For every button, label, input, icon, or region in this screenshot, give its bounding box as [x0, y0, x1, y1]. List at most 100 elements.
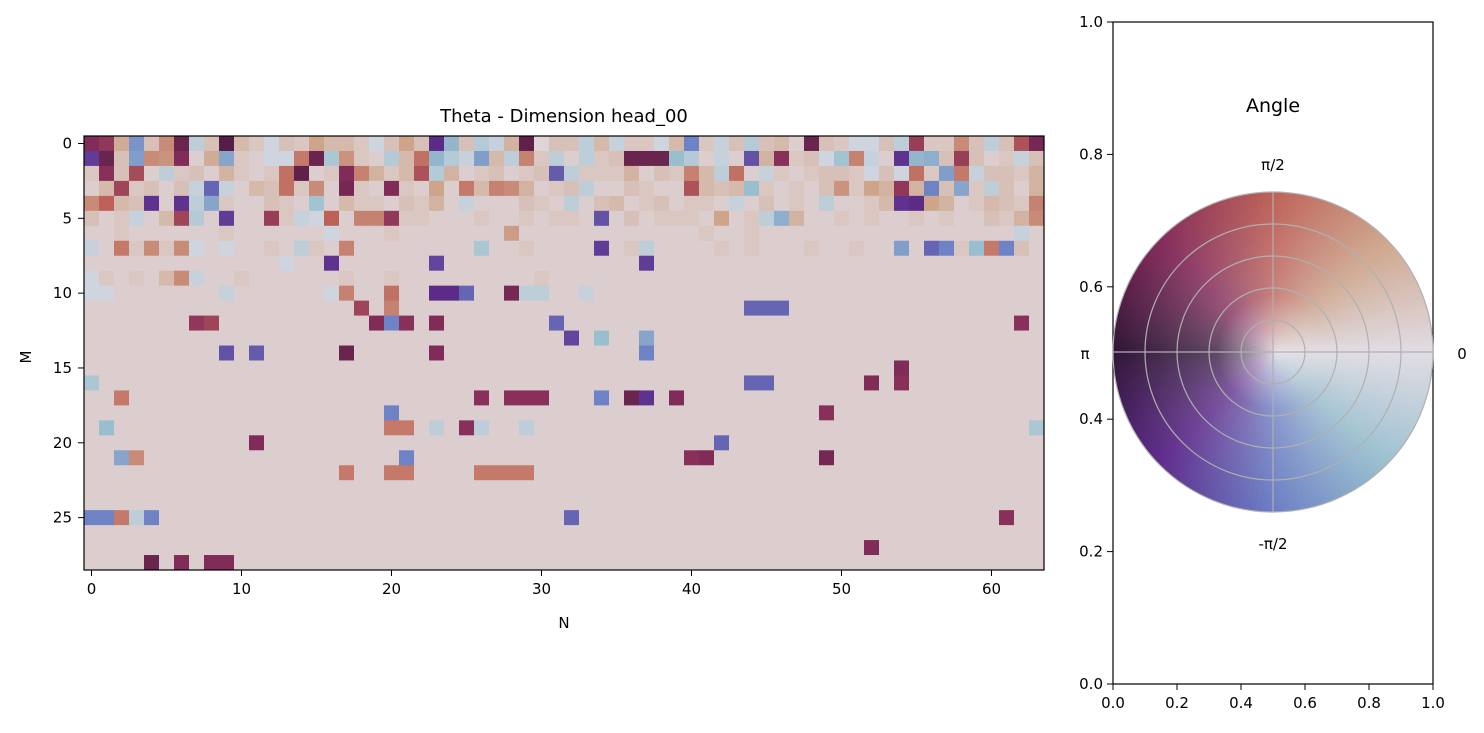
heatmap-cell	[444, 150, 460, 167]
heatmap-cell	[144, 555, 160, 571]
heatmap-cell	[924, 420, 940, 436]
heatmap-cell	[594, 495, 610, 511]
heatmap-cell	[819, 255, 835, 272]
heatmap-cell	[474, 540, 490, 556]
heatmap-cell	[624, 420, 640, 436]
heatmap-cell	[819, 315, 835, 331]
heatmap-cell	[429, 480, 445, 496]
heatmap-cell	[954, 330, 970, 346]
heatmap-cell	[549, 255, 565, 272]
heatmap-cell	[864, 136, 880, 152]
heatmap-cell	[969, 420, 985, 436]
heatmap-cell	[924, 390, 940, 406]
heatmap-cell	[99, 420, 115, 436]
heatmap-cell	[429, 555, 445, 571]
heatmap-cell	[99, 240, 115, 257]
heatmap-cell	[129, 345, 145, 361]
heatmap-cell	[384, 300, 400, 316]
heatmap-cell	[639, 315, 655, 331]
heatmap-cell	[549, 210, 565, 227]
heatmap-cell	[849, 345, 865, 361]
heatmap-cell	[699, 285, 715, 302]
heatmap-cell	[309, 405, 325, 421]
heatmap-cell	[279, 150, 295, 167]
heatmap-cell	[84, 510, 100, 526]
heatmap-cell	[699, 195, 715, 212]
heatmap-cell	[444, 480, 460, 496]
heatmap-cell	[489, 540, 505, 556]
heatmap-cell	[639, 345, 655, 361]
heatmap-cell	[309, 495, 325, 511]
heatmap-cell	[564, 315, 580, 331]
heatmap-cell	[339, 315, 355, 331]
heatmap-cell	[819, 465, 835, 481]
heatmap-cell	[819, 480, 835, 496]
heatmap-cell	[624, 480, 640, 496]
heatmap-cell	[369, 405, 385, 421]
angle-label-right: 0	[1457, 345, 1467, 363]
heatmap-cell	[624, 136, 640, 152]
heatmap-cell	[399, 285, 415, 302]
heatmap-cell	[699, 270, 715, 287]
heatmap-cell	[699, 390, 715, 406]
heatmap-cell	[84, 345, 100, 361]
heatmap-cell	[474, 465, 490, 481]
heatmap-cell	[789, 345, 805, 361]
heatmap-cell	[99, 525, 115, 541]
heatmap-cell	[849, 465, 865, 481]
heatmap-cell	[894, 450, 910, 466]
heatmap-cell	[549, 390, 565, 406]
heatmap-cell	[999, 136, 1015, 152]
heatmap-cell	[414, 315, 430, 331]
heatmap-cell	[639, 435, 655, 451]
heatmap-cell	[204, 435, 220, 451]
heatmap-cell	[324, 420, 340, 436]
heatmap-cell	[204, 450, 220, 466]
heatmap-cell	[309, 180, 325, 197]
heatmap-cell	[819, 525, 835, 541]
heatmap-cell	[444, 285, 460, 302]
heatmap-cell	[549, 510, 565, 526]
heatmap-cell	[204, 225, 220, 242]
heatmap-cell	[429, 240, 445, 257]
heatmap-cell	[414, 555, 430, 571]
heatmap-cell	[249, 450, 265, 466]
heatmap-cell	[1014, 435, 1030, 451]
heatmap-cell	[729, 225, 745, 242]
heatmap-cell	[684, 450, 700, 466]
heatmap-cell	[174, 450, 190, 466]
heatmap-cell	[609, 165, 625, 182]
heatmap-cell	[489, 405, 505, 421]
heatmap-cell	[534, 390, 550, 406]
heatmap-cell	[249, 225, 265, 242]
heatmap-cell	[534, 540, 550, 556]
heatmap-cell	[1029, 255, 1045, 272]
heatmap-cell	[579, 136, 595, 152]
heatmap-cell	[114, 285, 130, 302]
heatmap-cell	[339, 330, 355, 346]
heatmap-cell	[444, 525, 460, 541]
heatmap-cell	[519, 180, 535, 197]
heatmap-cell	[939, 150, 955, 167]
heatmap-cell	[204, 300, 220, 316]
heatmap-cell	[984, 540, 1000, 556]
heatmap-cell	[894, 330, 910, 346]
heatmap-cell	[999, 345, 1015, 361]
heatmap-cell	[849, 525, 865, 541]
heatmap-cell	[879, 180, 895, 197]
heatmap-cell	[294, 390, 310, 406]
heatmap-cell	[864, 360, 880, 376]
heatmap-cell	[534, 165, 550, 182]
heatmap-cell	[294, 375, 310, 391]
heatmap-cell	[864, 405, 880, 421]
heatmap-cell	[519, 136, 535, 152]
y-tick-label: 15	[53, 359, 72, 377]
heatmap-cell	[249, 405, 265, 421]
heatmap-cell	[114, 510, 130, 526]
heatmap-cell	[354, 270, 370, 287]
heatmap-cell	[339, 435, 355, 451]
heatmap-cell	[1029, 360, 1045, 376]
heatmap-cell	[384, 420, 400, 436]
heatmap-cell	[1014, 136, 1030, 152]
heatmap-cell	[249, 435, 265, 451]
